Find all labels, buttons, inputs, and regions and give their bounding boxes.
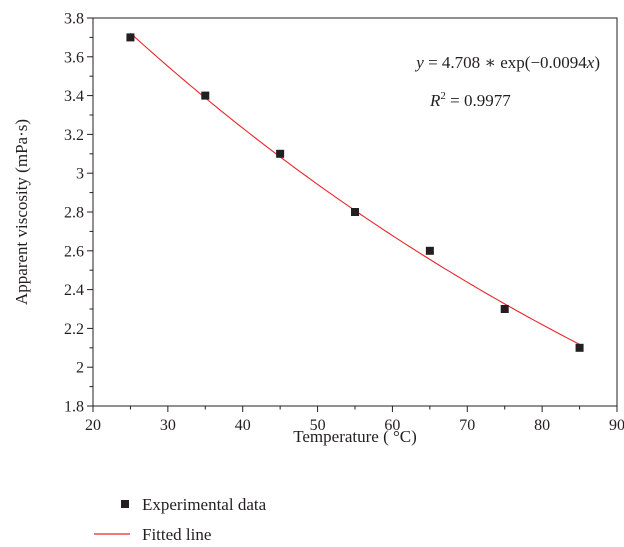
data-point-marker — [201, 91, 210, 100]
legend-marker-square — [121, 500, 129, 508]
r-squared-superscript: 2 — [440, 90, 446, 102]
equation-x-variable: x — [586, 53, 595, 72]
x-tick-label: 70 — [459, 417, 475, 434]
y-axis-title: Apparent viscosity (mPa·s) — [12, 119, 31, 305]
y-tick-label: 3.4 — [64, 88, 84, 105]
x-tick-label: 60 — [384, 417, 400, 434]
fit-equation-annotation: y = 4.708 ∗ exp(−0.0094x) — [414, 53, 600, 72]
x-tick-label: 80 — [534, 417, 550, 434]
x-tick-label: 40 — [235, 417, 251, 434]
data-point-marker — [575, 343, 584, 352]
y-tick-label: 2.6 — [64, 243, 84, 260]
y-tick-label: 3.2 — [64, 127, 84, 144]
y-tick-label: 3 — [76, 166, 84, 183]
data-point-marker — [126, 33, 135, 42]
data-point-marker — [500, 305, 509, 313]
data-point-marker — [351, 208, 359, 216]
y-tick-label: 3.8 — [64, 11, 84, 28]
r-squared-variable: R — [429, 91, 441, 110]
y-tick-label: 2 — [76, 360, 84, 377]
y-axis: 1.8 2 2.2 2.4 2.6 2.8 3 3.2 3.4 3.6 3.8 — [64, 11, 93, 416]
r-squared-annotation: R2 = 0.9977 — [429, 90, 511, 110]
x-tick-label: 90 — [609, 417, 624, 434]
y-tick-label: 3.6 — [64, 49, 84, 66]
y-tick-label: 2.8 — [64, 205, 84, 222]
y-tick-label: 1.8 — [64, 399, 84, 416]
fitted-line — [130, 32, 580, 345]
y-tick-label: 2.4 — [64, 282, 84, 299]
data-point-marker — [276, 149, 285, 158]
equation-body: = 4.708 ∗ exp(−0.0094 — [424, 53, 587, 72]
legend-label-fitted-line: Fitted line — [142, 525, 211, 544]
x-axis-title: Temperature ( °C) — [293, 427, 417, 446]
x-tick-label: 20 — [85, 417, 101, 434]
legend: Experimental data Fitted line — [94, 495, 267, 544]
r-squared-value: = 0.9977 — [446, 91, 511, 110]
x-tick-label: 30 — [160, 417, 176, 434]
data-point-marker — [425, 246, 434, 255]
x-axis: 20 30 40 50 60 70 80 90 — [85, 406, 624, 434]
equation-close-paren: ) — [594, 53, 600, 72]
legend-label-experimental-data: Experimental data — [142, 495, 267, 514]
equation-y-variable: y — [414, 53, 424, 72]
y-tick-label: 2.2 — [64, 321, 84, 338]
x-tick-label: 50 — [310, 417, 326, 434]
experimental-data-points — [126, 33, 584, 352]
